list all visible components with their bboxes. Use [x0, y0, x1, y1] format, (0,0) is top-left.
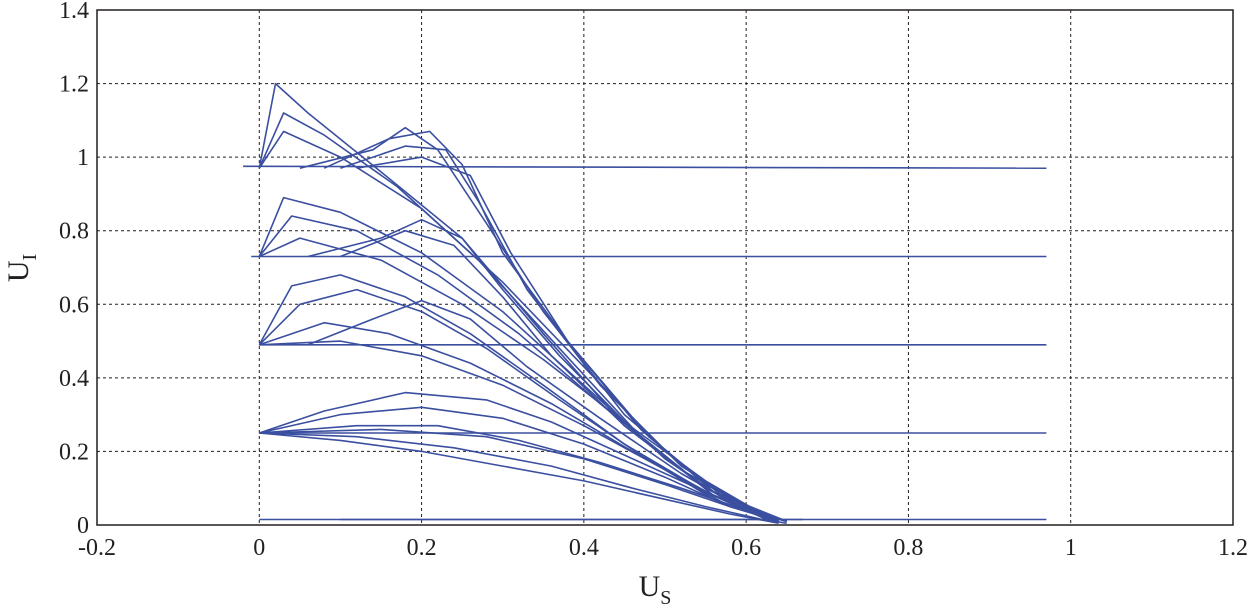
series-line: [259, 432, 787, 524]
x-axis-label-main: U: [639, 570, 661, 603]
x-tick-label: 0.6: [731, 535, 761, 561]
series-line: [340, 145, 787, 523]
series-line: [259, 432, 779, 524]
x-tick-label: 0.4: [569, 535, 599, 561]
series-line: [258, 237, 787, 523]
series-line: [307, 299, 787, 523]
grid: [96, 9, 1234, 526]
x-tick-labels: -0.2 0 0.2 0.4 0.6 0.8 1 1.2: [78, 535, 1248, 561]
series-line: [340, 229, 779, 523]
x-tick-label: 0.8: [893, 535, 923, 561]
series-line: [258, 215, 787, 523]
x-tick-label: 0: [253, 535, 265, 561]
y-axis-label-subscript: I: [19, 254, 41, 261]
y-tick-labels: 0 0.2 0.4 0.6 0.8 1 1.2 1.4: [59, 0, 89, 539]
y-tick-label: 0.2: [59, 439, 89, 465]
series-line: [259, 391, 779, 523]
plot-frame: [96, 9, 1234, 526]
series-line: [258, 82, 771, 523]
series-line: [243, 165, 1047, 169]
x-tick-label: 1.2: [1218, 535, 1248, 561]
series-layer: [243, 82, 1047, 524]
y-tick-label: 1.4: [59, 0, 89, 24]
y-tick-label: 1: [77, 145, 89, 171]
y-tick-label: 1.2: [59, 72, 89, 98]
series-line: [307, 218, 779, 523]
series-line: [299, 126, 779, 523]
x-axis-label: US: [639, 570, 672, 609]
y-axis-label-main: U: [2, 260, 35, 282]
series-line: [259, 321, 779, 523]
series-line: [259, 406, 779, 523]
y-tick-label: 0: [77, 513, 89, 539]
series-line: [259, 428, 779, 523]
y-axis-label: UI: [2, 254, 41, 282]
x-tick-label: -0.2: [78, 535, 116, 561]
x-axis-label-subscript: S: [660, 587, 671, 609]
series-line: [259, 424, 787, 523]
y-tick-label: 0.6: [59, 292, 89, 318]
x-tick-label: 1: [1065, 535, 1077, 561]
y-tick-label: 0.4: [59, 366, 89, 392]
x-tick-label: 0.2: [407, 535, 437, 561]
y-tick-label: 0.8: [59, 219, 89, 245]
